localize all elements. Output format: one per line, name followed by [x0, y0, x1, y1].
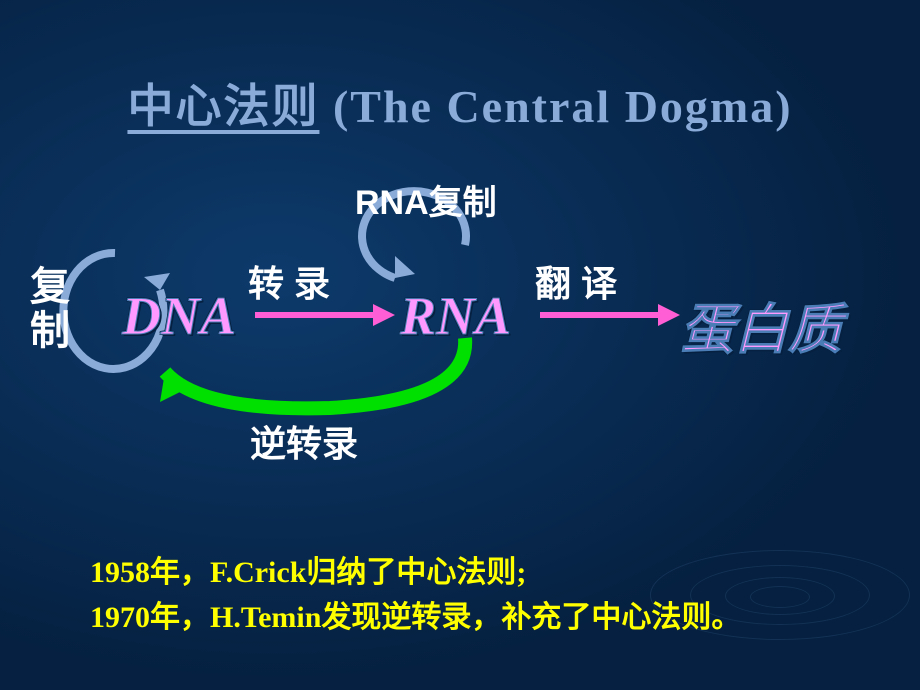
translation-arrow-head: [658, 304, 680, 326]
rna-node: RNA: [400, 285, 511, 347]
footer-line-2: 1970年，H.Temin发现逆转录，补充了中心法则。: [90, 595, 741, 640]
title-en: (The Central Dogma): [333, 81, 793, 132]
page-title: 中心法则 (The Central Dogma): [0, 70, 920, 136]
footer-notes: 1958年，F.Crick归纳了中心法则; 1970年，H.Temin发现逆转录…: [90, 550, 741, 640]
title-cn: 中心法则: [127, 80, 319, 132]
protein-node: 蛋白质: [680, 285, 842, 364]
dna-replication-label: 复 制: [30, 265, 70, 353]
translation-label: 翻 译: [535, 255, 617, 307]
footer-line-1: 1958年，F.Crick归纳了中心法则;: [90, 550, 741, 595]
rna-replication-label: RNA复制: [355, 175, 497, 224]
translation-arrow: [540, 312, 658, 318]
transcription-arrow: [255, 312, 373, 318]
transcription-label: 转 录: [248, 255, 330, 307]
transcription-arrow-head: [373, 304, 395, 326]
dna-node: DNA: [122, 285, 236, 347]
reverse-transcription-label: 逆转录: [250, 415, 358, 467]
central-dogma-diagram: DNA RNA 蛋白质 复 制 RNA复制 转 录 翻 译 逆转录: [0, 160, 920, 480]
